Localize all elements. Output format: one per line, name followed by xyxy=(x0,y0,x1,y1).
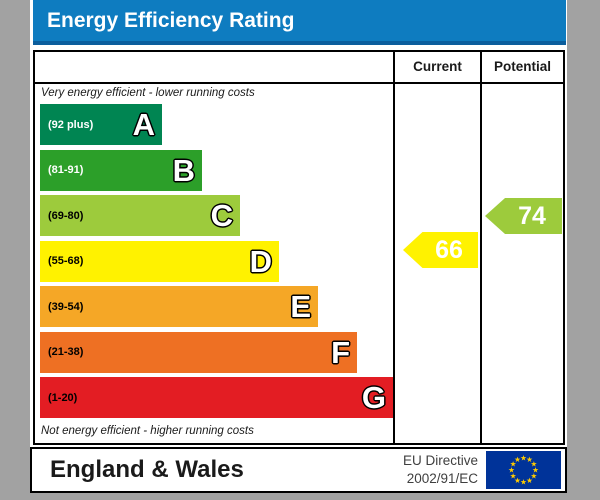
current-column-header: Current xyxy=(413,59,462,74)
top-note: Very energy efficient - lower running co… xyxy=(41,87,255,99)
svg-text:★: ★ xyxy=(508,466,515,475)
band-letter: E xyxy=(290,289,311,324)
band-d: (55-68) D xyxy=(40,240,279,282)
band-range-label: (81-91) xyxy=(48,164,84,176)
region-label: England & Wales xyxy=(50,456,244,483)
svg-text:★: ★ xyxy=(510,460,517,469)
current-column-divider xyxy=(393,52,395,443)
band-letter: A xyxy=(132,107,155,142)
eu-directive-line2: 2002/91/EC xyxy=(406,471,478,486)
band-b: (81-91) B xyxy=(40,149,202,191)
footer-bar: England & Wales EU Directive 2002/91/EC … xyxy=(30,447,567,493)
current-rating-value: 66 xyxy=(435,235,463,264)
potential-rating-value: 74 xyxy=(518,201,546,230)
band-range-label: (21-38) xyxy=(48,346,84,358)
band-f: (21-38) F xyxy=(40,331,357,373)
potential-rating-arrow: 74 xyxy=(485,198,562,234)
table-header: Current Potential xyxy=(35,52,563,84)
band-letter: G xyxy=(361,380,386,415)
band-letter: F xyxy=(331,334,350,370)
title-bar: Energy Efficiency Rating xyxy=(33,0,566,45)
potential-column-divider xyxy=(480,52,482,443)
svg-text:★: ★ xyxy=(520,454,527,463)
band-range-label: (92 plus) xyxy=(48,118,94,131)
band-letter: D xyxy=(249,243,272,279)
svg-text:★: ★ xyxy=(531,460,538,469)
band-range-label: (55-68) xyxy=(48,255,84,267)
potential-column-header: Potential xyxy=(493,59,551,74)
bands-area: (92 plus) A (81-91) B (69-80) C (55-68) D (39-54… xyxy=(40,104,393,425)
bottom-note: Not energy efficient - higher running co… xyxy=(41,425,254,437)
svg-text:★: ★ xyxy=(514,476,521,485)
svg-text:★: ★ xyxy=(526,476,533,485)
band-range-label: (69-80) xyxy=(48,209,84,222)
eu-directive-label: EU Directive 2002/91/EC xyxy=(403,452,478,487)
band-letter: C xyxy=(210,198,233,233)
band-c: (69-80) C xyxy=(40,195,240,236)
band-g: (1-20) G xyxy=(40,377,393,418)
eu-directive-line1: EU Directive xyxy=(402,453,478,469)
page-title: Energy Efficiency Rating xyxy=(47,9,295,32)
rating-table: Current Potential Very energy efficient … xyxy=(33,50,565,445)
band-range-label: (1-20) xyxy=(48,391,78,404)
eu-flag-icon: ★ ★ ★ ★ ★ ★ ★ ★ ★ ★ ★ ★ xyxy=(486,451,561,489)
band-letter: B xyxy=(172,152,195,188)
band-a: (92 plus) A xyxy=(40,104,162,145)
band-range-label: (39-54) xyxy=(48,300,84,313)
band-e: (39-54) E xyxy=(40,286,318,327)
svg-text:★: ★ xyxy=(510,472,517,481)
svg-text:★: ★ xyxy=(531,472,538,481)
svg-text:★: ★ xyxy=(514,455,521,464)
svg-text:★: ★ xyxy=(532,466,539,475)
current-rating-arrow: 66 xyxy=(403,232,478,268)
svg-text:★: ★ xyxy=(526,455,533,464)
svg-text:★: ★ xyxy=(520,478,527,487)
